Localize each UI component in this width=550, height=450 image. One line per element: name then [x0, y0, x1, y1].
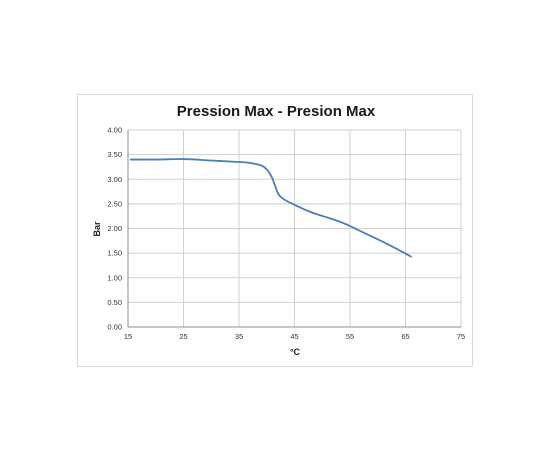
x-tick-label: 75 [457, 332, 465, 341]
y-tick-label: 1.50 [107, 249, 122, 258]
x-tick-label: 25 [179, 332, 187, 341]
chart-title: Pression Max - Presion Max [177, 103, 376, 120]
y-tick-label: 4.00 [107, 126, 122, 135]
y-tick-label: 0.50 [107, 298, 122, 307]
y-tick-label: 3.50 [107, 150, 122, 159]
y-tick-label: 0.00 [107, 323, 122, 332]
series-layer [129, 158, 412, 258]
x-tick-label: 55 [346, 332, 354, 341]
x-tick-label: 15 [124, 332, 132, 341]
y-tick-label: 2.50 [107, 199, 122, 208]
chart-svg: Pression Max - Presion Max 0.00 0.50 1.00 1… [92, 103, 465, 357]
y-axis-label: Bar [92, 221, 102, 237]
y-tick-label: 2.00 [107, 224, 122, 233]
x-axis-label: °C [290, 347, 301, 357]
x-tick-label: 35 [235, 332, 243, 341]
x-tick-label: 45 [290, 332, 298, 341]
tick-labels: 0.00 0.50 1.00 1.50 2.00 2.50 3.00 3.50 4.00 15 25… [107, 126, 465, 342]
series-line [129, 158, 412, 258]
chart-frame: Pression Max - Presion Max 0.00 0.50 1.00 1… [77, 94, 473, 367]
x-tick-label: 65 [401, 332, 409, 341]
y-tick-label: 3.00 [107, 175, 122, 184]
y-tick-label: 1.00 [107, 273, 122, 282]
